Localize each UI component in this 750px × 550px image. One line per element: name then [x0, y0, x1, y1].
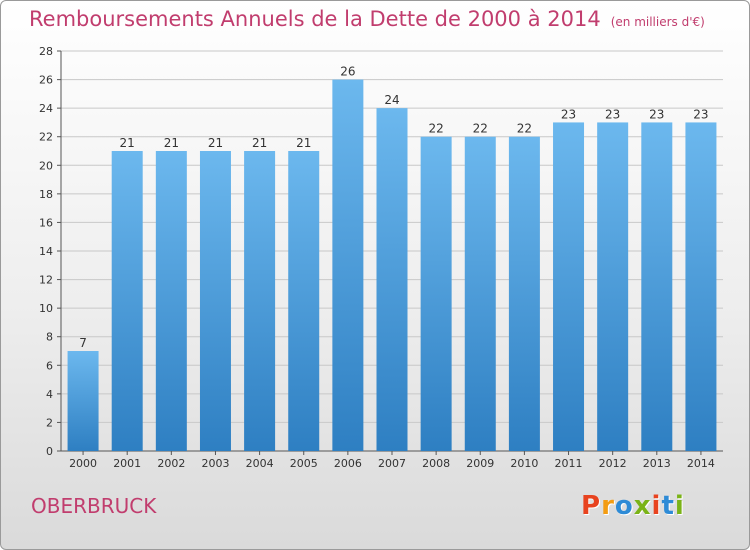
city-name: OBERBRUCK — [31, 494, 157, 518]
data-label-2002: 21 — [164, 136, 179, 150]
data-label-2003: 21 — [208, 136, 223, 150]
x-tick-label-2008: 2008 — [422, 457, 450, 470]
x-tick-label-2011: 2011 — [555, 457, 583, 470]
x-tick-label-2013: 2013 — [643, 457, 671, 470]
x-tick-label-2003: 2003 — [201, 457, 229, 470]
x-tick-label-2005: 2005 — [290, 457, 318, 470]
x-tick-label-2014: 2014 — [687, 457, 715, 470]
x-tick-label-2009: 2009 — [466, 457, 494, 470]
x-tick-label-2004: 2004 — [246, 457, 274, 470]
logo-letter: i — [651, 491, 662, 521]
chart-title: Remboursements Annuels de la Dette de 20… — [29, 7, 705, 31]
bar-2011 — [553, 122, 585, 451]
y-tick-label: 26 — [39, 74, 53, 87]
y-tick-label: 16 — [39, 216, 53, 229]
bar-2006 — [332, 79, 364, 452]
bar-2008 — [420, 136, 452, 451]
bar-2005 — [288, 151, 320, 451]
x-tick-label-2010: 2010 — [510, 457, 538, 470]
data-label-2007: 24 — [384, 93, 399, 107]
bar-2001 — [111, 151, 143, 451]
logo-letter: t — [661, 491, 675, 521]
bar-2010 — [508, 136, 540, 451]
data-label-2010: 22 — [517, 122, 532, 136]
y-tick-label: 22 — [39, 131, 53, 144]
bars — [67, 79, 717, 452]
bar-2013 — [641, 122, 673, 451]
labels: 0246810121416182022242628720002120012120… — [39, 45, 715, 470]
x-tick-label-2006: 2006 — [334, 457, 362, 470]
logo-letter: o — [614, 491, 634, 521]
logo-letter: r — [601, 491, 615, 521]
data-label-2005: 21 — [296, 136, 311, 150]
data-label-2012: 23 — [605, 107, 620, 121]
x-tick-label-2000: 2000 — [69, 457, 97, 470]
unit-label: (en milliers d'€) — [610, 15, 705, 29]
y-tick-label: 20 — [39, 159, 53, 172]
title-text: Remboursements Annuels de la Dette de 20… — [29, 7, 601, 31]
x-tick-label-2007: 2007 — [378, 457, 406, 470]
bar-2012 — [597, 122, 629, 451]
bar-2014 — [685, 122, 717, 451]
bar-2007 — [376, 108, 408, 452]
logo-letter: x — [633, 491, 652, 521]
x-tick-label-2002: 2002 — [157, 457, 185, 470]
bar-2004 — [244, 151, 276, 451]
data-label-2011: 23 — [561, 107, 576, 121]
data-label-2008: 22 — [428, 122, 443, 136]
y-tick-label: 2 — [46, 416, 53, 429]
y-tick-label: 8 — [46, 331, 53, 344]
logo-letter: i — [674, 491, 685, 521]
y-tick-label: 6 — [46, 359, 53, 372]
bar-2009 — [464, 136, 496, 451]
data-label-2000: 7 — [79, 336, 87, 350]
proxiti-logo[interactable]: Proxiti — [581, 491, 685, 521]
data-label-2006: 26 — [340, 65, 355, 79]
bar-2003 — [199, 151, 231, 451]
y-tick-label: 24 — [39, 102, 53, 115]
y-tick-label: 12 — [39, 274, 53, 287]
y-tick-label: 10 — [39, 302, 53, 315]
y-tick-label: 28 — [39, 45, 53, 58]
bar-2002 — [155, 151, 187, 451]
logo-letter: P — [581, 491, 602, 521]
x-tick-label-2001: 2001 — [113, 457, 141, 470]
y-tick-label: 14 — [39, 245, 53, 258]
y-tick-label: 18 — [39, 188, 53, 201]
y-tick-label: 4 — [46, 388, 53, 401]
data-label-2014: 23 — [693, 107, 708, 121]
bar-2000 — [67, 351, 99, 451]
data-label-2009: 22 — [473, 122, 488, 136]
data-label-2001: 21 — [120, 136, 135, 150]
x-tick-label-2012: 2012 — [599, 457, 627, 470]
data-label-2004: 21 — [252, 136, 267, 150]
y-tick-label: 0 — [46, 445, 53, 458]
data-label-2013: 23 — [649, 107, 664, 121]
